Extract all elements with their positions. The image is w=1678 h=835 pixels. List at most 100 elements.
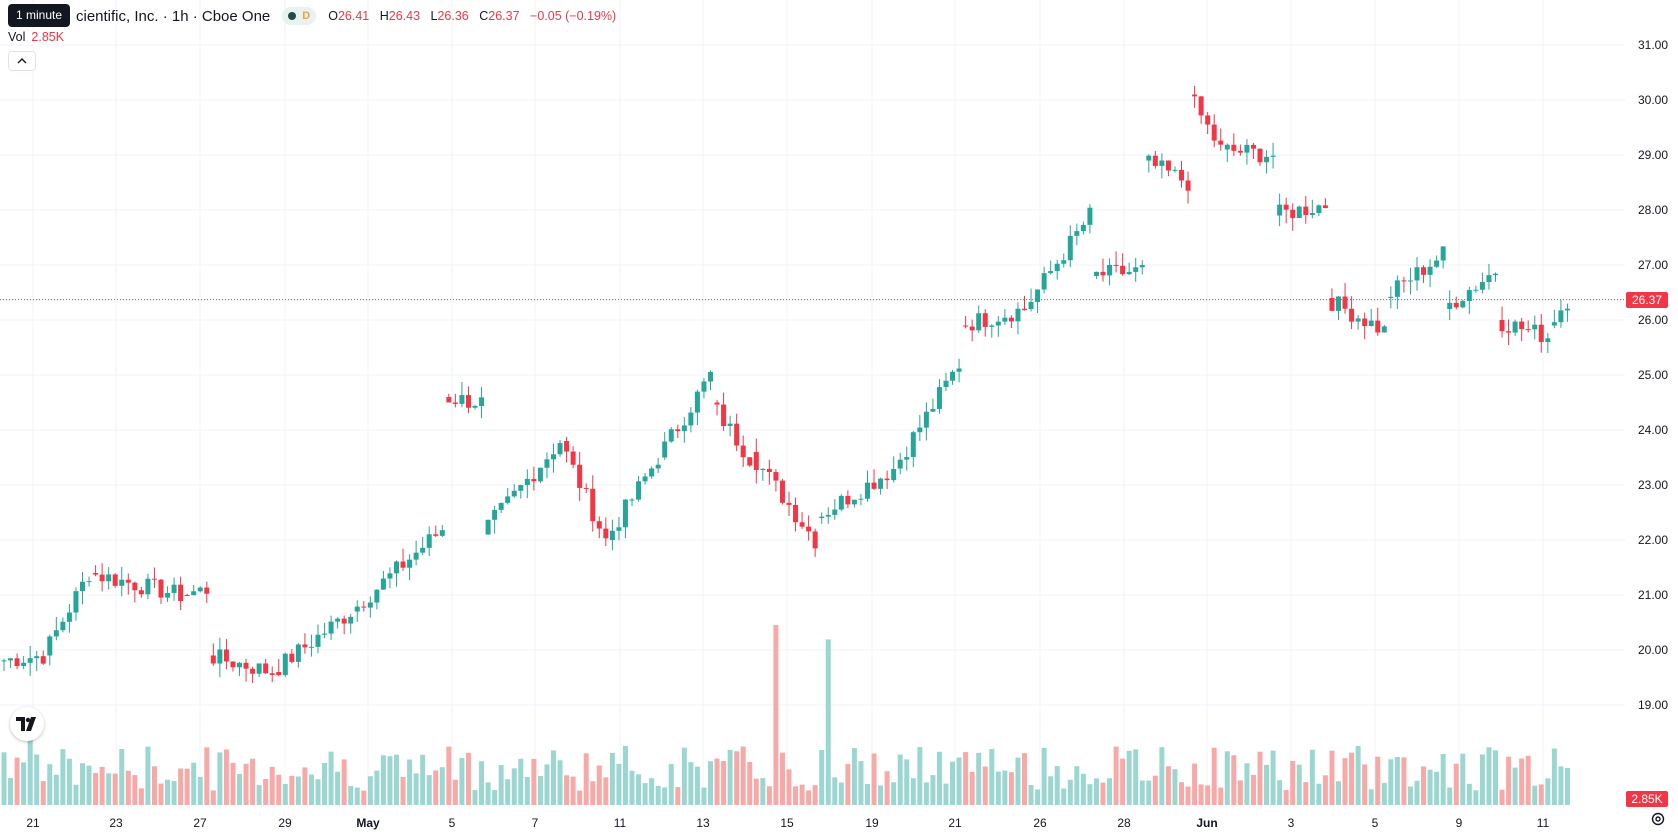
candle-body [1427, 266, 1433, 275]
candle-body [642, 476, 648, 482]
candle-body [636, 481, 642, 500]
volume-bar [191, 762, 197, 805]
volume-bar [989, 748, 995, 805]
volume-bar [655, 785, 661, 805]
candle-body [439, 530, 445, 536]
candle-body [387, 573, 393, 579]
volume-bar [1205, 785, 1211, 805]
candle-body [80, 581, 85, 592]
candle-body [1022, 308, 1027, 311]
volume-bar [1453, 763, 1459, 805]
volume-bar [950, 761, 956, 805]
price-axis[interactable]: 19.00 20.00 21.00 22.00 23.00 24.00 25.00 26.00… [1638, 38, 1668, 712]
volume-bar [1061, 788, 1067, 805]
volume-bar [341, 759, 347, 805]
time-tick-label: Jun [1196, 816, 1217, 830]
candle-body [374, 589, 380, 603]
volume-bar [335, 771, 341, 805]
market-status[interactable]: D [282, 7, 317, 25]
volume-bar [819, 750, 825, 805]
candle-body [812, 531, 818, 549]
candle-body [871, 482, 877, 489]
volume-bar [675, 787, 681, 805]
candle-body [616, 527, 622, 531]
volume-bar [295, 776, 301, 805]
time-tick-label: 21 [948, 816, 962, 830]
time-tick-label: 5 [449, 816, 456, 830]
collapse-legend-button[interactable] [8, 51, 36, 71]
volume-bar [289, 775, 295, 805]
time-axis[interactable]: 21 23 27 29 May 5 7 11 13 15 19 21 26 28 Jun 3 5 9 11 [26, 816, 1549, 830]
candle-body [1120, 265, 1126, 275]
volume-bar [47, 764, 53, 805]
candle-body [760, 468, 766, 471]
price-tick-label: 21.00 [1638, 588, 1668, 602]
candle-body [989, 325, 995, 327]
candle-body [1551, 322, 1557, 326]
volume-bar [714, 758, 720, 805]
candle-body [1093, 271, 1099, 276]
candle-body [1061, 260, 1067, 264]
candle-body [518, 485, 524, 491]
candle-body [779, 480, 785, 503]
volume-bar [485, 782, 491, 805]
symbol-title[interactable]: cientific, Inc. · 1h · Cboe One [76, 7, 271, 25]
volume-bar [367, 776, 373, 805]
volume-bar [531, 758, 537, 805]
change-value: −0.05 (−0.19%) [530, 9, 617, 23]
volume-bar [354, 787, 360, 805]
candle-body [1015, 308, 1021, 322]
volume-bar [1479, 754, 1485, 805]
volume-bar [250, 758, 256, 805]
candle-body [1329, 298, 1335, 311]
volume-bar [799, 784, 805, 805]
high-label: H [379, 9, 389, 23]
candle-body [400, 561, 406, 568]
volume-bar [459, 758, 465, 805]
candle-body [145, 578, 151, 595]
candle-body [1453, 302, 1459, 308]
candle-body [315, 634, 321, 647]
volume-bar [302, 767, 308, 805]
tradingview-logo-icon[interactable] [10, 707, 44, 741]
volume-bar [995, 771, 1001, 805]
volume-bar [838, 782, 844, 805]
candle-body [1165, 160, 1171, 171]
time-tick-label: 9 [1456, 816, 1463, 830]
candle-body [1381, 326, 1387, 333]
price-tick-label: 20.00 [1638, 643, 1668, 657]
volume-value: 2.85K [31, 30, 65, 44]
candle-body [1538, 324, 1544, 343]
volume-bar [8, 778, 14, 805]
volume-bar [269, 766, 275, 805]
candle-body [524, 478, 530, 486]
volume-bar [21, 762, 27, 805]
candle-body [34, 656, 40, 659]
candle-body [969, 326, 975, 331]
volume-bar [1264, 764, 1270, 805]
volume-bar [708, 761, 713, 805]
volume-bar [511, 768, 517, 805]
candle-body [629, 499, 635, 501]
volume-label[interactable]: Vol [8, 30, 26, 44]
gear-icon[interactable] [1650, 811, 1666, 827]
candle-body [132, 582, 138, 591]
candle-body [622, 499, 628, 528]
candle-body [1447, 302, 1453, 309]
volume-bar [1146, 780, 1152, 805]
volume-bar [891, 782, 897, 805]
candle-body [47, 636, 53, 656]
candle-body [1185, 180, 1191, 191]
ohlc-values: O26.41 H26.43 L26.36 C26.37 −0.05 (−0.19… [328, 9, 623, 23]
volume-bar [1486, 747, 1492, 805]
volume-bar [851, 748, 857, 805]
candle-body [551, 454, 556, 460]
volume-bar [930, 775, 936, 805]
candle-body [1342, 296, 1348, 309]
volume-bar [1434, 771, 1440, 805]
candle-body [662, 441, 668, 458]
volume-bar [688, 762, 694, 805]
volume-bar [727, 749, 733, 805]
candle-body [982, 313, 988, 327]
